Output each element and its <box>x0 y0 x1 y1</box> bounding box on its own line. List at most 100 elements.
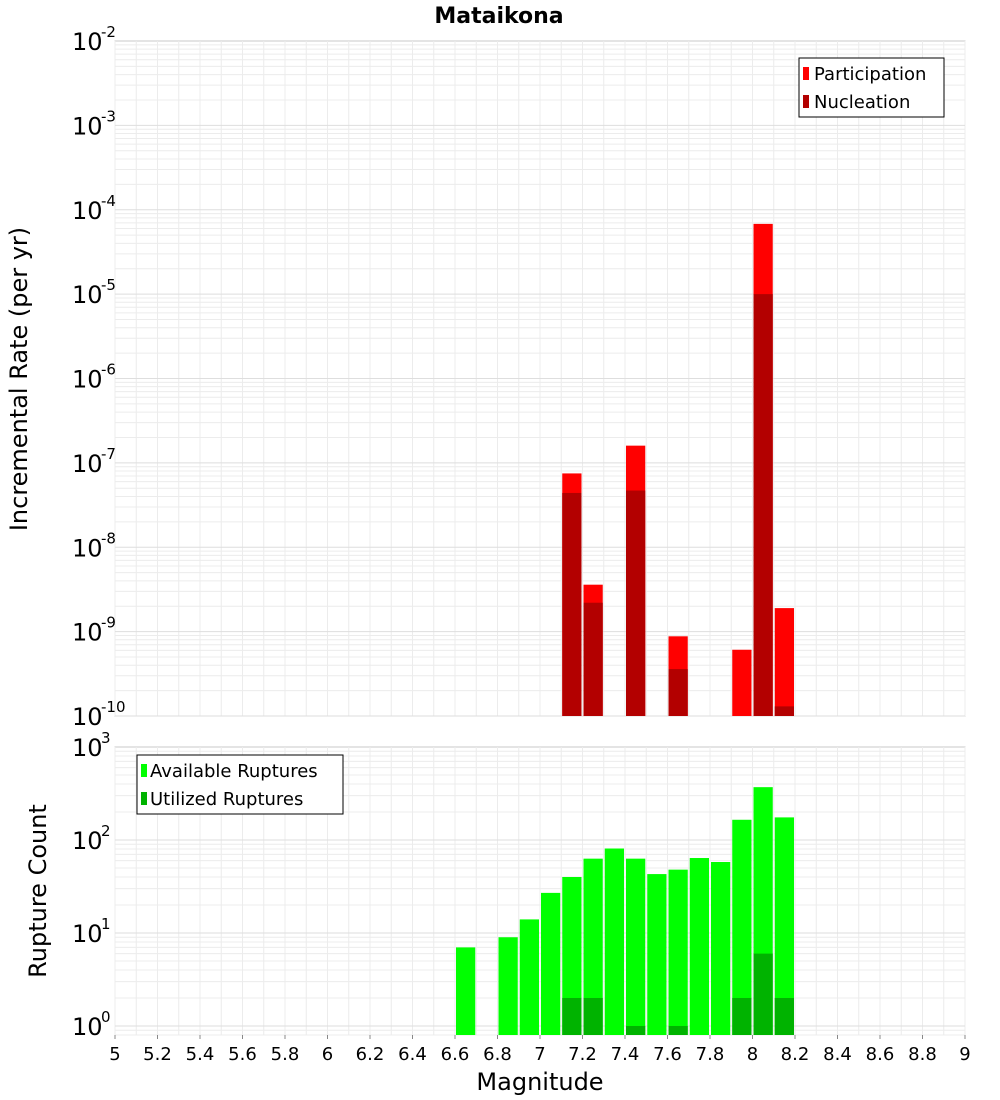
x-tick-label: 9 <box>959 1044 970 1065</box>
y-tick-exponent: -3 <box>101 107 116 125</box>
bottom-bar-utilized-ruptures <box>626 1025 646 1035</box>
y-tick-label: 10 <box>72 920 103 948</box>
bottom-bar-available-ruptures <box>626 858 646 1035</box>
legend-label-available: Available Ruptures <box>150 761 318 782</box>
x-tick-label: 8.6 <box>866 1044 895 1065</box>
bottom-legend: Available Ruptures Utilized Ruptures <box>136 754 344 815</box>
x-tick-label: 7.6 <box>653 1044 682 1065</box>
y-tick-label: 10 <box>72 281 103 309</box>
y-tick-label: 10 <box>72 827 103 855</box>
bottom-bar-available-ruptures <box>583 858 603 1035</box>
bottom-legend-box <box>136 754 344 815</box>
y-tick-exponent: -6 <box>101 361 116 379</box>
bottom-bar-utilized-ruptures <box>732 997 752 1035</box>
bottom-bar-utilized-ruptures <box>774 997 794 1035</box>
bottom-bar-available-ruptures <box>689 858 709 1035</box>
x-tick-label: 5 <box>109 1044 120 1065</box>
x-tick-label: 5.8 <box>271 1044 300 1065</box>
y-tick-label: 10 <box>72 112 103 140</box>
legend-swatch-participation <box>803 67 809 80</box>
top-y-axis-label: Incremental Rate (per yr) <box>5 227 33 531</box>
legend-label-participation: Participation <box>814 64 926 85</box>
top-legend: Participation Nucleation <box>798 57 945 118</box>
bottom-bar-available-ruptures <box>711 861 731 1035</box>
top-bar-nucleation <box>753 294 773 716</box>
x-tick-label: 6.2 <box>356 1044 385 1065</box>
bottom-bar-utilized-ruptures <box>668 1025 688 1035</box>
bottom-bar-available-ruptures <box>668 869 688 1035</box>
y-tick-exponent: -8 <box>101 529 116 547</box>
y-tick-label: 10 <box>72 366 103 394</box>
bottom-bar-utilized-ruptures <box>562 997 582 1035</box>
bottom-bar-available-ruptures <box>732 819 752 1035</box>
bottom-bar-utilized-ruptures <box>583 997 603 1035</box>
y-tick-label: 10 <box>72 1013 103 1041</box>
y-tick-exponent: 1 <box>101 915 111 933</box>
y-tick-exponent: -4 <box>101 192 116 210</box>
bottom-bar-available-ruptures <box>519 919 539 1035</box>
x-tick-label: 8.8 <box>908 1044 937 1065</box>
x-tick-label: 5.2 <box>143 1044 172 1065</box>
x-ticks: 5 5.2 5.4 5.6 5.8 6 6.2 6.4 6.6 6.8 7 7.2 7.4 7.6 7.8 8… <box>109 1035 971 1065</box>
bottom-y-axis-label: Rupture Count <box>24 804 52 978</box>
x-tick-label: 7.4 <box>611 1044 640 1065</box>
top-bar-nucleation <box>626 490 646 716</box>
top-bars <box>562 223 794 716</box>
y-tick-label: 10 <box>72 197 103 225</box>
legend-label-nucleation: Nucleation <box>814 92 910 113</box>
bottom-bar-available-ruptures <box>647 874 667 1035</box>
x-tick-label: 7.2 <box>568 1044 597 1065</box>
y-tick-exponent: 0 <box>101 1008 111 1026</box>
top-bar-participation <box>732 649 752 716</box>
top-bar-nucleation <box>668 669 688 716</box>
chart-title: Mataikona <box>434 4 563 29</box>
top-bar-nucleation <box>774 706 794 716</box>
legend-swatch-utilized <box>141 792 147 805</box>
y-tick-exponent: -9 <box>101 614 116 632</box>
y-tick-exponent: 2 <box>101 822 111 840</box>
bottom-bar-available-ruptures <box>498 937 518 1035</box>
x-tick-label: 7.8 <box>696 1044 725 1065</box>
x-tick-label: 8 <box>747 1044 758 1065</box>
y-tick-exponent: -7 <box>101 445 116 463</box>
x-tick-label: 6.4 <box>398 1044 427 1065</box>
top-gridlines <box>114 41 966 717</box>
legend-label-utilized: Utilized Ruptures <box>150 789 303 810</box>
y-tick-exponent: -2 <box>101 23 116 41</box>
y-tick-exponent: -5 <box>101 276 116 294</box>
x-tick-label: 5.4 <box>186 1044 215 1065</box>
y-tick-label: 10 <box>72 734 103 762</box>
x-tick-label: 6.8 <box>483 1044 512 1065</box>
legend-swatch-available <box>141 764 147 777</box>
y-tick-label: 10 <box>72 28 103 56</box>
bottom-bars <box>456 787 794 1035</box>
top-bar-participation <box>774 608 794 716</box>
y-tick-exponent: 3 <box>101 729 111 747</box>
bottom-bar-available-ruptures <box>541 892 561 1035</box>
bottom-bar-available-ruptures <box>456 947 476 1035</box>
bottom-bar-available-ruptures <box>604 848 624 1035</box>
x-tick-label: 8.2 <box>781 1044 810 1065</box>
legend-swatch-nucleation <box>803 95 809 108</box>
bottom-bar-available-ruptures <box>562 877 582 1035</box>
x-tick-label: 6 <box>322 1044 333 1065</box>
y-tick-label: 10 <box>72 450 103 478</box>
x-tick-label: 7 <box>534 1044 545 1065</box>
bottom-bar-available-ruptures <box>774 817 794 1035</box>
x-tick-label: 5.6 <box>228 1044 257 1065</box>
y-tick-label: 10 <box>72 619 103 647</box>
x-tick-label: 8.4 <box>823 1044 852 1065</box>
bottom-bar-utilized-ruptures <box>753 953 773 1035</box>
y-tick-label: 10 <box>72 534 103 562</box>
x-tick-label: 6.6 <box>441 1044 470 1065</box>
x-axis-label: Magnitude <box>476 1068 603 1096</box>
top-legend-box <box>798 57 945 118</box>
y-tick-label: 10 <box>72 703 103 731</box>
top-bar-nucleation <box>583 602 603 716</box>
top-bar-nucleation <box>562 492 582 716</box>
